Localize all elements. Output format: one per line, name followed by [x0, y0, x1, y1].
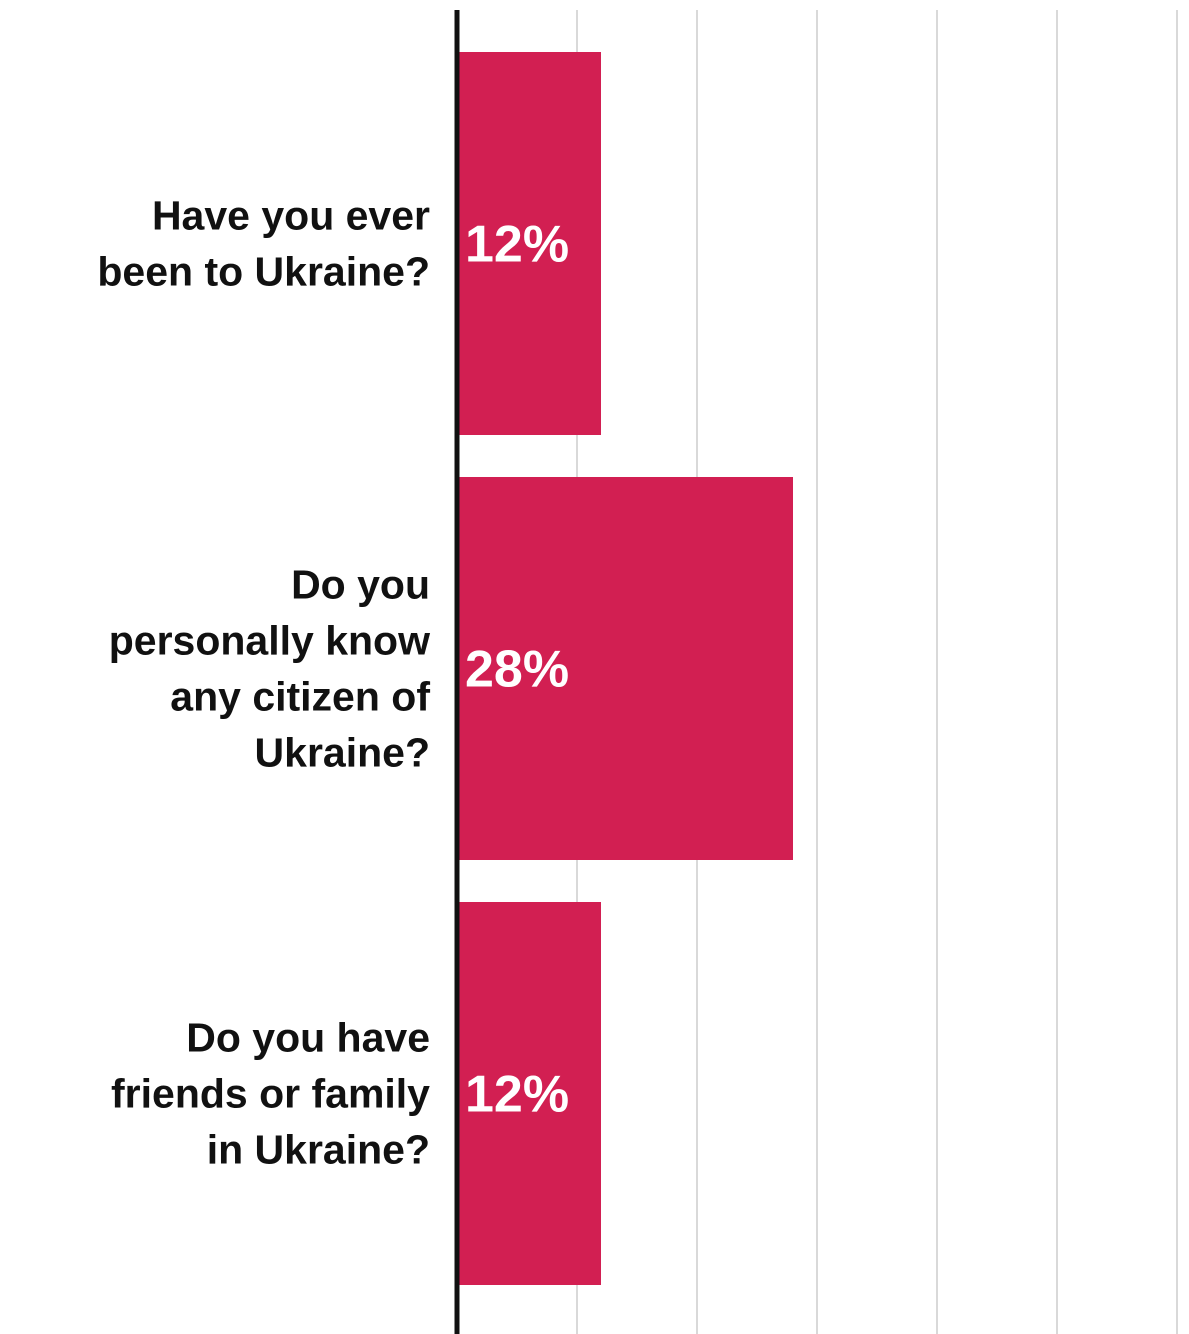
- category-label-1: Have you ever been to Ukraine?: [97, 193, 430, 295]
- category-label-2: Do you personally know any citizen of Ukrai…: [109, 562, 431, 776]
- value-label-3: 12%: [465, 1066, 569, 1124]
- bars: [457, 52, 793, 1285]
- category-label-line: personally know: [109, 618, 430, 664]
- category-label-line: been to Ukraine?: [97, 249, 430, 295]
- category-label-line: Have you ever: [152, 193, 430, 239]
- category-label-line: friends or family: [111, 1071, 430, 1117]
- bar-1: [457, 52, 601, 435]
- category-label-3: Do you have friends or family in Ukraine?: [111, 1015, 430, 1173]
- bar-2: [457, 477, 793, 860]
- labels: 12% Have you ever been to Ukraine? 28% Do yo…: [97, 193, 569, 1173]
- bar-3: [457, 902, 601, 1285]
- category-label-line: Do you: [291, 562, 430, 608]
- category-label-line: Ukraine?: [255, 730, 430, 776]
- category-label-line: in Ukraine?: [207, 1127, 430, 1173]
- value-label-2: 28%: [465, 641, 569, 699]
- value-label-1: 12%: [465, 216, 569, 274]
- category-label-line: Do you have: [186, 1015, 430, 1061]
- category-label-line: any citizen of: [170, 674, 430, 720]
